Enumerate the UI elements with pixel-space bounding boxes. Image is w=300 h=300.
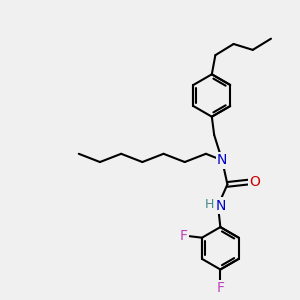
Text: F: F (179, 229, 187, 243)
Text: N: N (216, 199, 226, 213)
Text: F: F (216, 281, 224, 295)
Text: N: N (217, 153, 227, 167)
Text: H: H (205, 198, 214, 211)
Text: O: O (250, 175, 260, 189)
